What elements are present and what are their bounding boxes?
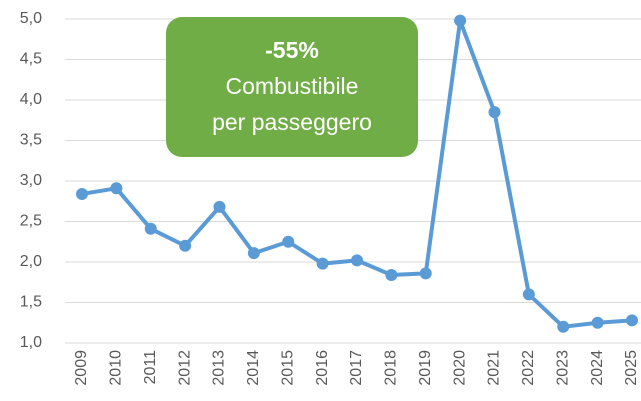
y-tick-label: 4,5 <box>20 51 42 68</box>
marker <box>144 222 157 235</box>
y-tick-label: 2,0 <box>20 253 42 270</box>
annotation-text: -55% <box>265 37 319 63</box>
y-tick-label: 1,0 <box>20 334 42 351</box>
marker <box>454 14 467 27</box>
marker <box>213 200 226 213</box>
x-tick-label: 2017 <box>348 350 365 386</box>
marker <box>488 106 501 119</box>
annotation-box <box>166 17 418 157</box>
x-tick-label: 2011 <box>142 350 159 385</box>
marker <box>522 288 535 301</box>
marker <box>385 268 398 281</box>
annotation-text: per passeggero <box>212 109 372 135</box>
marker <box>247 247 260 260</box>
x-tick-label: 2012 <box>176 350 193 386</box>
marker <box>591 316 604 329</box>
y-tick-label: 5,0 <box>20 10 42 27</box>
marker <box>626 314 638 327</box>
marker <box>282 235 295 248</box>
y-tick-label: 2,5 <box>20 213 42 230</box>
y-tick-label: 1,5 <box>20 294 42 311</box>
x-tick-label: 2021 <box>486 350 503 386</box>
x-tick-label: 2025 <box>623 350 640 386</box>
x-tick-label: 2013 <box>211 350 228 386</box>
x-tick-label: 2018 <box>383 350 400 386</box>
y-tick-label: 4,0 <box>20 91 42 108</box>
y-tick-label: 3,0 <box>20 172 42 189</box>
x-tick-label: 2019 <box>417 350 434 386</box>
x-tick-label: 2010 <box>108 350 125 386</box>
marker <box>351 254 363 267</box>
marker <box>76 187 88 200</box>
y-tick-label: 3,5 <box>20 132 42 149</box>
x-tick-label: 2020 <box>451 350 468 386</box>
x-tick-label: 2014 <box>245 350 262 386</box>
x-tick-label: 2016 <box>314 350 331 386</box>
x-tick-label: 2009 <box>73 350 90 386</box>
x-tick-label: 2024 <box>589 350 606 386</box>
marker <box>316 257 329 270</box>
marker <box>179 239 192 252</box>
x-tick-label: 2022 <box>520 350 537 386</box>
marker <box>110 182 123 195</box>
x-tick-label: 2015 <box>279 350 296 386</box>
marker <box>419 267 432 280</box>
marker <box>557 320 570 333</box>
x-tick-label: 2023 <box>554 350 571 386</box>
annotation-text: Combustibile <box>226 73 359 99</box>
